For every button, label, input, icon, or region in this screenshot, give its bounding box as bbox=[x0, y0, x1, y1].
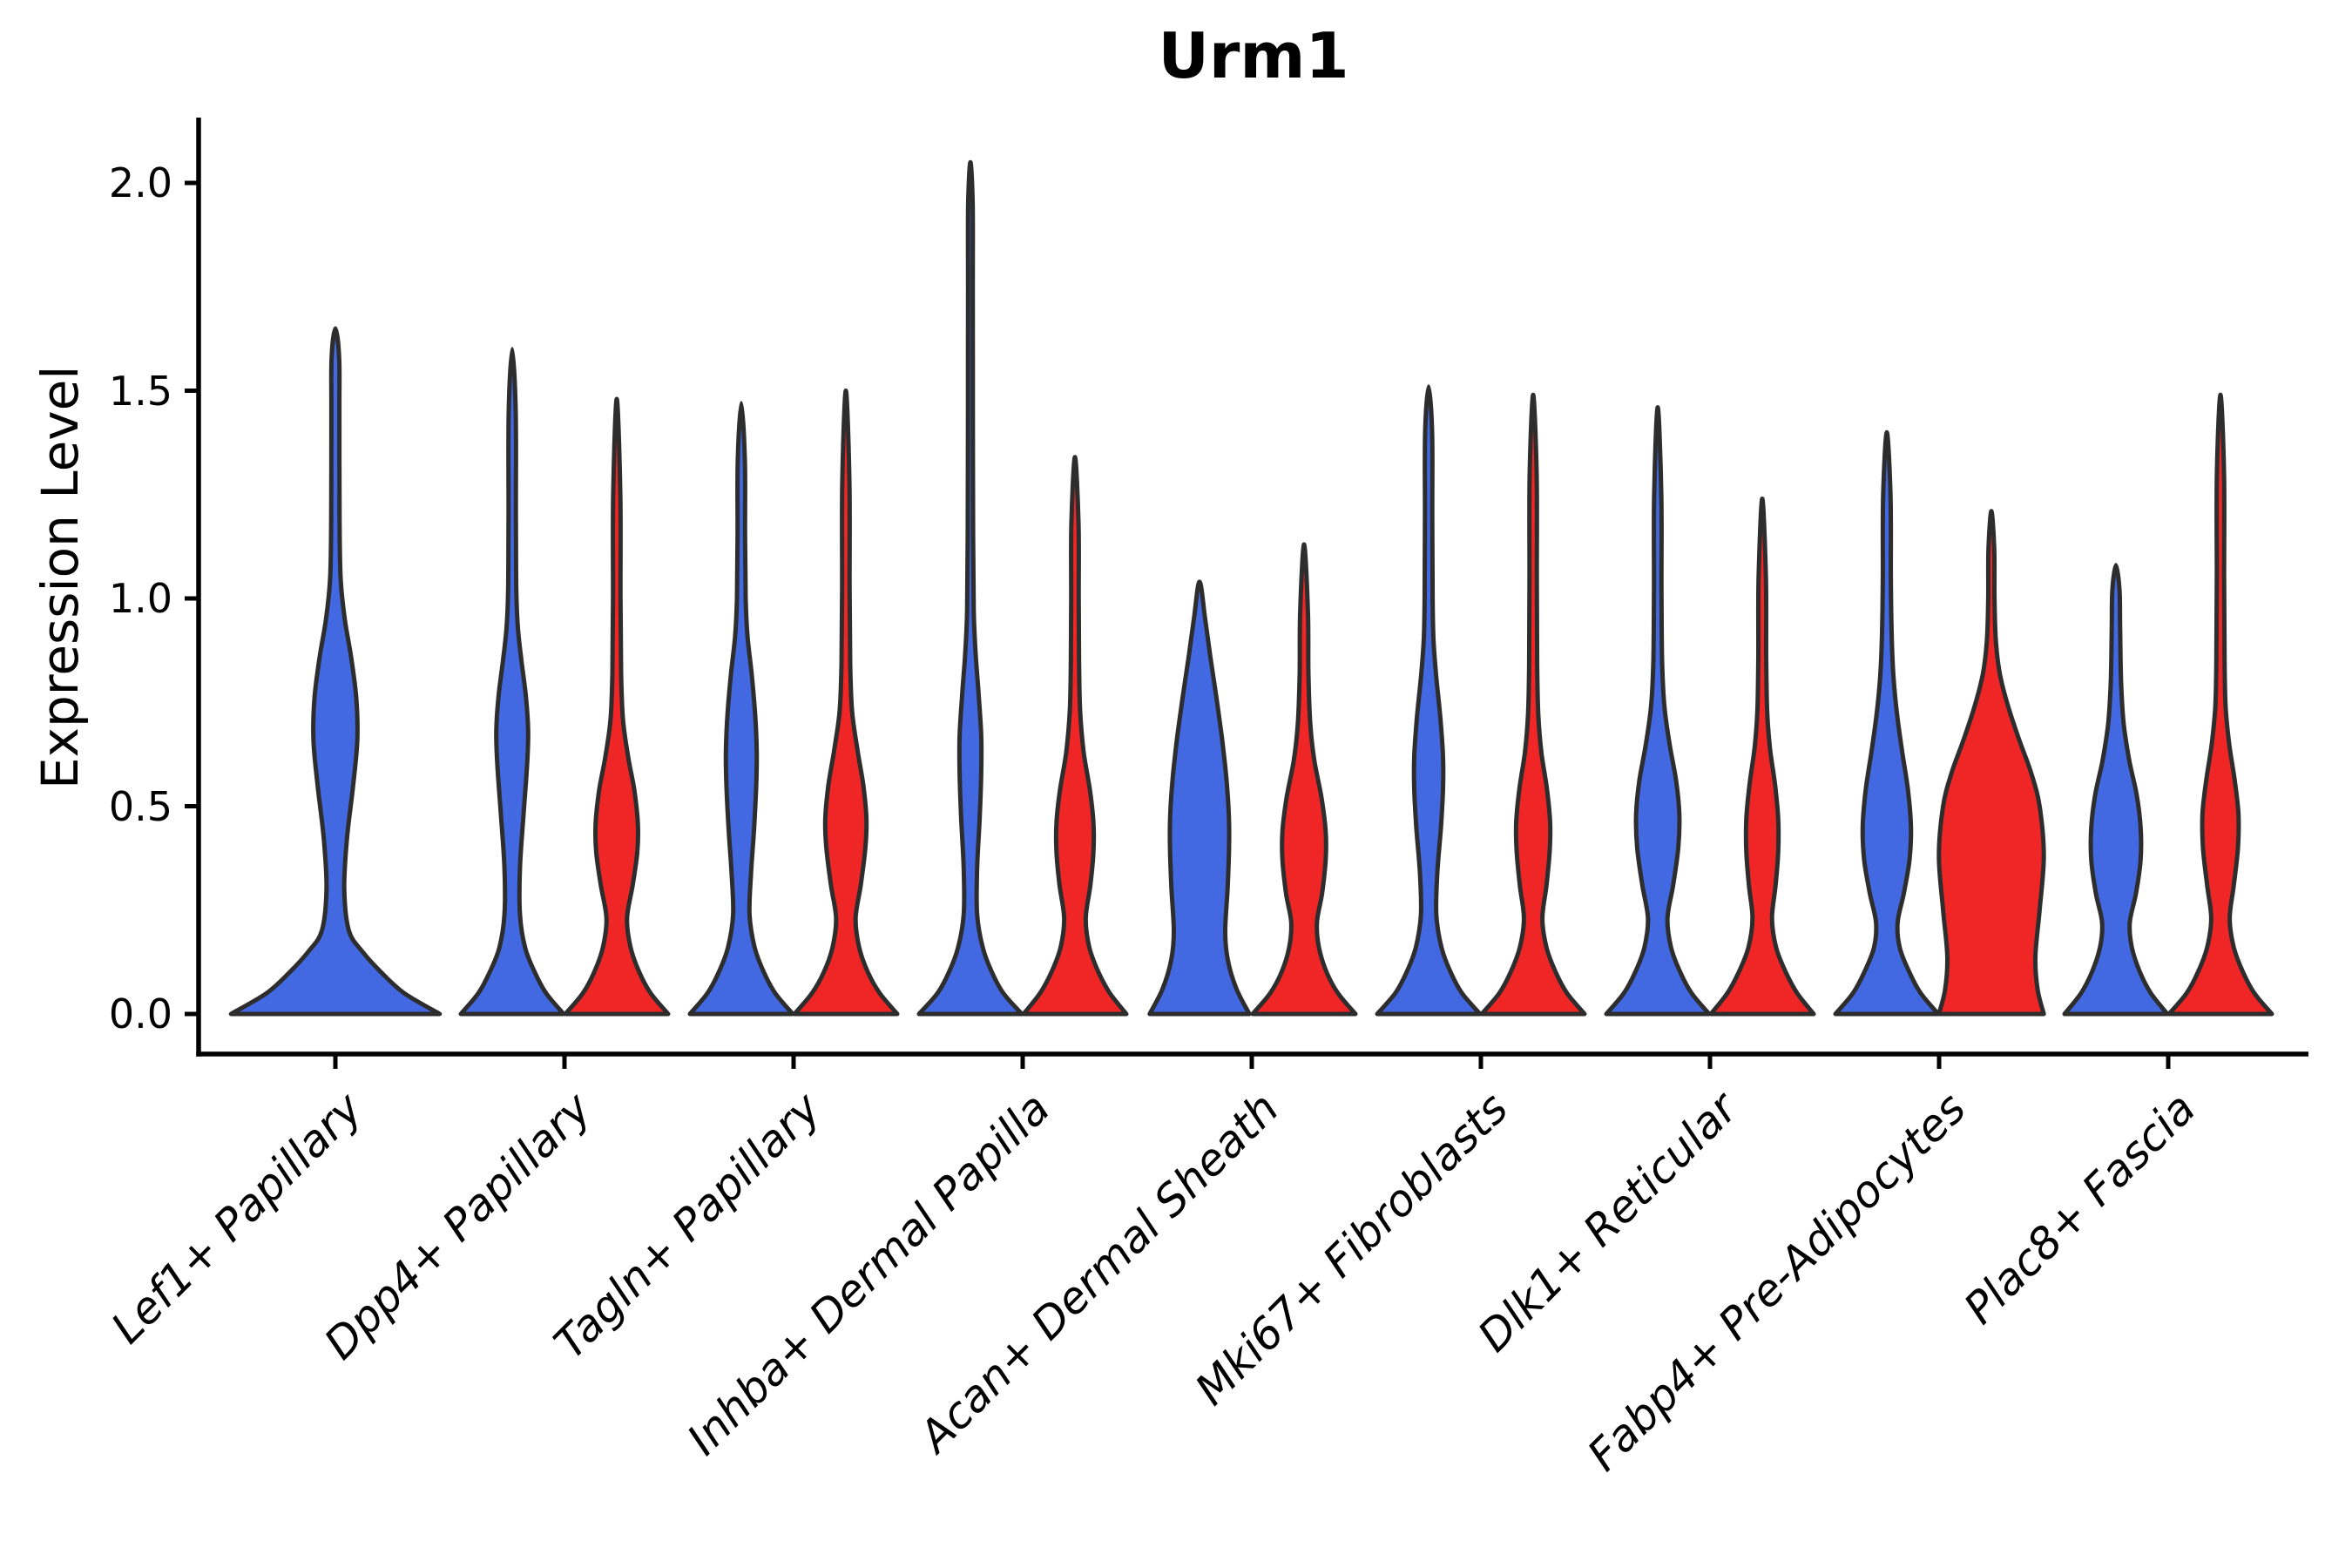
axes-layer bbox=[185, 118, 2308, 1069]
violin-dlk1-reticular-red bbox=[1708, 497, 1816, 1017]
violin-acan-dermal-sheath-red bbox=[1250, 542, 1358, 1017]
y-tick-label-0.0: 0.0 bbox=[108, 990, 172, 1037]
violin-fabp4-pre-adipocytes-red bbox=[1936, 509, 2046, 1017]
violins-layer bbox=[228, 159, 2274, 1017]
violin-mki67-fibroblasts-blue bbox=[1375, 384, 1483, 1017]
violin-dpp4-papillary-red bbox=[563, 396, 671, 1017]
y-tick-label-0.5: 0.5 bbox=[108, 782, 172, 830]
violin-dlk1-reticular-blue bbox=[1604, 405, 1712, 1017]
y-tick-label-1.5: 1.5 bbox=[108, 367, 172, 415]
violin-dpp4-papillary-blue bbox=[458, 347, 566, 1017]
y-tick-label-2.0: 2.0 bbox=[108, 159, 172, 206]
violin-tagln-papillary-red bbox=[792, 389, 900, 1017]
violin-acan-dermal-sheath-blue bbox=[1147, 579, 1252, 1017]
y-tick-label-1.0: 1.0 bbox=[108, 575, 172, 622]
violin-plac8-fascia-red bbox=[2166, 392, 2274, 1017]
violin-tagln-papillary-blue bbox=[687, 401, 795, 1017]
chart-title: Urm1 bbox=[1158, 19, 1349, 92]
violin-fabp4-pre-adipocytes-blue bbox=[1833, 429, 1941, 1017]
x-tick-label-plac8-fascia: Plac8+ Fascia bbox=[1510, 1083, 2205, 1334]
violin-lef1-papillary-blue bbox=[228, 326, 443, 1017]
violin-inhba-dermal-papilla-blue bbox=[916, 159, 1024, 1017]
violin-mki67-fibroblasts-red bbox=[1479, 392, 1587, 1017]
violin-plac8-fascia-blue bbox=[2062, 563, 2170, 1017]
violin-inhba-dermal-papilla-red bbox=[1021, 455, 1129, 1017]
y-axis-label: Expression Level bbox=[30, 365, 90, 789]
